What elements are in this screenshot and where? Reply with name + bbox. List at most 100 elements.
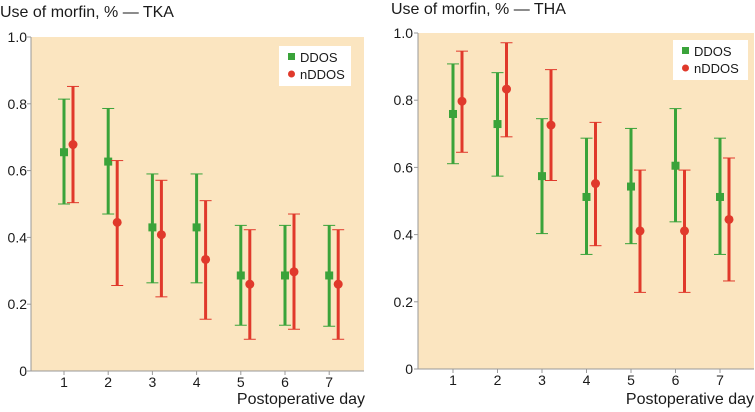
marker-circle [591,179,600,189]
y-tick-label: 1.0 [394,25,414,41]
marker-square [192,223,201,232]
x-tick-label: 6 [672,372,680,388]
y-tick-label: 0.6 [8,163,28,179]
data-point-ddos [323,224,336,327]
data-point-nddos [500,42,513,138]
legend-marker-circle [288,70,295,78]
data-point-ddos [580,137,593,255]
chart-title: Use of morfin, % — TKA [0,4,174,21]
data-point-nddos [243,229,256,340]
data-point-ddos [491,72,504,177]
data-point-nddos [288,213,300,330]
data-point-nddos [634,169,646,293]
y-tick-label: 0.4 [8,229,28,245]
marker-square [582,192,591,201]
legend-label: DDOS [300,50,338,65]
legend-label: DDOS [694,44,732,59]
data-point-nddos [332,229,345,340]
marker-circle [68,140,78,150]
marker-square [627,182,635,191]
x-tick-label: 4 [193,374,201,390]
legend-box [279,46,351,86]
data-point-nddos [155,179,168,298]
data-point-nddos [67,85,79,204]
marker-square [104,157,113,166]
marker-square [281,271,289,280]
legend: DDOS nDDOS [673,40,748,80]
legend-box [673,40,748,80]
data-point-ddos [279,224,291,326]
marker-square [538,172,546,181]
data-point-nddos [199,200,212,320]
marker-circle [289,267,299,277]
data-point-ddos [58,98,70,205]
marker-circle [546,120,556,130]
data-point-nddos [589,121,602,247]
x-tick-label: 1 [60,374,68,390]
data-point-ddos [234,224,247,326]
data-point-ddos [536,118,548,235]
x-tick-label: 2 [104,374,112,390]
marker-square [716,192,724,201]
x-tick-label: 7 [716,372,724,388]
x-tick-label: 5 [237,374,245,390]
marker-circle [245,279,255,289]
marker-square [449,109,457,118]
legend-label: nDDOS [300,67,345,82]
data-point-nddos [545,69,557,182]
marker-circle [201,254,211,264]
marker-square [671,161,680,170]
x-tick-label: 3 [149,374,157,390]
y-tick-label: 0 [405,361,413,377]
data-point-ddos [714,137,726,255]
y-tick-label: 0.8 [394,92,414,108]
y-tick-label: 0.2 [8,296,28,312]
marker-square [493,120,502,129]
marker-circle [502,84,511,94]
marker-circle [333,279,343,289]
marker-square [148,223,157,232]
y-tick-label: 0.6 [394,159,414,175]
data-point-ddos [447,63,459,165]
x-tick-label: 3 [538,372,546,388]
data-point-nddos [111,160,124,286]
y-tick-label: 0.2 [394,294,414,310]
legend: DDOS nDDOS [279,46,351,86]
x-tick-label: 2 [494,372,502,388]
marker-circle [457,96,467,106]
marker-circle [724,214,734,224]
y-tick-label: 0.8 [8,96,28,112]
x-tick-label: 5 [627,372,635,388]
x-tick-label: 4 [583,372,591,388]
data-point-nddos [678,169,691,293]
marker-circle [112,217,122,227]
chart-tka: 0 0.2 0.4 0.6 0.8 1.0 1 2 3 4 5 6 7 DDOS nDDOS Use of m… [0,4,365,408]
x-axis-label: Postoperative day [237,391,365,408]
marker-square [325,271,334,280]
y-tick-label: 1.0 [8,29,28,45]
data-point-ddos [625,127,637,245]
data-point-ddos [146,173,159,284]
legend-marker-square [682,47,689,54]
x-tick-label: 7 [325,374,333,390]
data-point-nddos [723,157,735,282]
x-axis-label: Postoperative day [626,391,754,408]
data-point-ddos [669,108,682,223]
marker-circle [156,230,166,240]
data-point-ddos [190,173,203,284]
marker-circle [635,226,645,236]
legend-marker-circle [682,64,689,72]
legend-marker-square [288,53,295,60]
x-tick-label: 1 [449,372,457,388]
marker-square [60,148,68,157]
marker-square [236,271,245,280]
legend-label: nDDOS [694,61,739,76]
marker-circle [680,226,689,236]
chart-title: Use of morfin, % — THA [391,1,566,18]
y-tick-label: 0.4 [394,227,414,243]
y-tick-label: 0 [19,363,27,379]
data-point-ddos [102,107,115,215]
chart-tha: 0 0.2 0.4 0.6 0.8 1.0 1 2 3 4 5 6 7 DDOS nDDOS Use of m… [391,1,754,408]
